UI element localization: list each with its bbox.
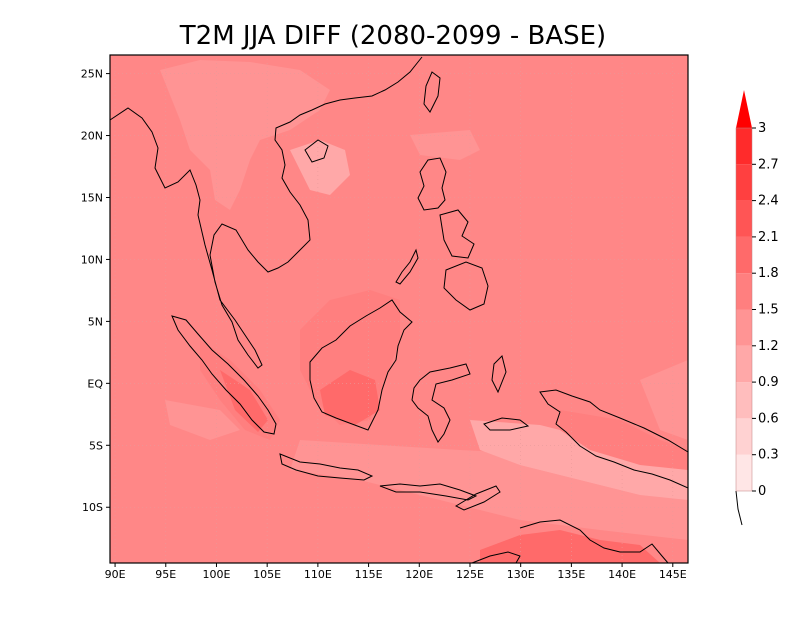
coast-australia xyxy=(519,519,669,564)
coast-australia-west xyxy=(471,551,521,564)
y-tick-label: 15N xyxy=(81,191,103,204)
x-tick-label: 100E xyxy=(202,568,230,581)
contour-lighter-banda xyxy=(470,420,688,500)
contour-dark-new-guinea xyxy=(560,410,688,470)
colorbar-swatch xyxy=(736,454,752,491)
x-axis: 90E 95E 100E 105E 110E 115E 120E 125E 130E 135E 14… xyxy=(105,563,687,581)
colorbar-under-tail xyxy=(735,490,743,526)
y-tick-label: 5N xyxy=(88,315,103,328)
contour-fills xyxy=(160,60,688,563)
coast-sumatra xyxy=(171,315,277,435)
x-tick-label: 95E xyxy=(155,568,176,581)
coast-timor xyxy=(454,485,501,511)
coast-luzon xyxy=(417,157,447,211)
colorbar-over-triangle xyxy=(736,90,752,128)
coast-mainland-asia xyxy=(109,56,423,369)
colorbar-swatch xyxy=(736,418,752,455)
x-tick-label: 105E xyxy=(253,568,281,581)
colorbar-label: 2.7 xyxy=(758,157,779,172)
chart-title: T2M JJA DIFF (2080-2099 - BASE) xyxy=(179,21,606,51)
x-tick-label: 115E xyxy=(355,568,383,581)
x-tick-label: 90E xyxy=(105,568,126,581)
contour-light-east xyxy=(410,130,480,160)
colorbar-label: 2.1 xyxy=(758,230,779,245)
coast-mindanao xyxy=(443,261,489,311)
x-tick-label: 130E xyxy=(507,568,535,581)
x-tick-label: 125E xyxy=(456,568,484,581)
colorbar-label: 2.4 xyxy=(758,194,779,209)
coast-sulawesi xyxy=(411,363,471,443)
y-tick-label: 10N xyxy=(81,253,103,266)
coastlines xyxy=(109,56,689,564)
contour-light-indochina xyxy=(160,60,330,210)
colorbar-label: 0.6 xyxy=(758,411,779,426)
colorbar-swatch xyxy=(736,128,752,165)
contour-dark-australia xyxy=(480,530,660,563)
colorbar-swatch xyxy=(736,236,752,274)
coast-borneo xyxy=(309,299,413,431)
contour-light-pacific-east xyxy=(640,360,688,440)
coast-java xyxy=(279,453,374,481)
colorbar-swatch xyxy=(736,309,752,346)
y-tick-label: 20N xyxy=(81,130,103,143)
colorbar-swatch xyxy=(736,273,752,310)
colorbar-swatch xyxy=(736,345,752,383)
contour-darker-borneo-core xyxy=(320,370,380,425)
y-tick-label: EQ xyxy=(87,377,103,390)
colorbar-label: 0 xyxy=(758,484,766,499)
y-tick-label: 5S xyxy=(89,439,103,452)
coast-palawan xyxy=(395,248,419,285)
coast-lesser-sunda xyxy=(379,483,478,501)
contour-darker-sumatra-core xyxy=(220,370,268,432)
colorbar: 0 0.3 0.6 0.9 1.2 1.5 1.8 2.1 2.4 2.7 3 xyxy=(735,90,779,526)
map-frame xyxy=(109,54,689,564)
y-tick-label: 10S xyxy=(82,501,103,514)
colorbar-label: 1.5 xyxy=(758,303,779,318)
coast-visayas xyxy=(439,209,475,259)
colorbar-label: 3 xyxy=(758,121,766,136)
y-tick-label: 25N xyxy=(81,68,103,81)
x-tick-label: 120E xyxy=(405,568,433,581)
x-tick-label: 135E xyxy=(557,568,585,581)
coast-taiwan xyxy=(423,71,441,113)
y-axis: 25N 20N 15N 10N 5N EQ 5S 10S xyxy=(81,68,110,514)
x-tick-label: 145E xyxy=(659,568,687,581)
coast-hainan xyxy=(304,139,329,163)
contour-light-hainan-gulf xyxy=(290,140,350,195)
colorbar-label: 1.2 xyxy=(758,339,779,354)
map-panel xyxy=(109,54,689,564)
colorbar-swatch xyxy=(736,382,752,419)
contour-light-indian-ocean xyxy=(165,400,240,440)
colorbar-swatch xyxy=(736,200,752,237)
coast-new-guinea xyxy=(539,389,689,489)
x-tick-label: 110E xyxy=(304,568,332,581)
coast-seram xyxy=(483,417,530,431)
colorbar-label: 0.9 xyxy=(758,375,779,390)
colorbar-swatch xyxy=(736,164,752,201)
colorbar-label: 0.3 xyxy=(758,448,779,463)
coast-halmahera xyxy=(491,355,507,394)
colorbar-label: 1.8 xyxy=(758,266,779,281)
x-tick-label: 140E xyxy=(608,568,636,581)
